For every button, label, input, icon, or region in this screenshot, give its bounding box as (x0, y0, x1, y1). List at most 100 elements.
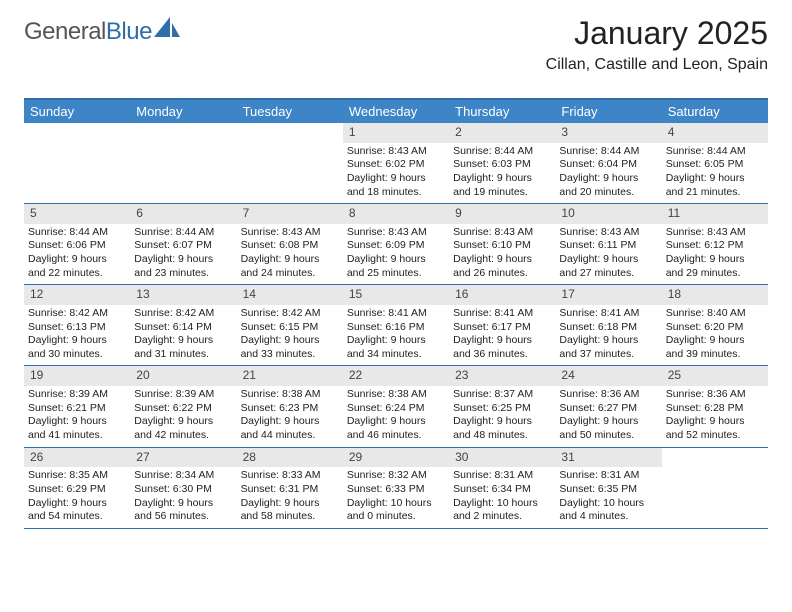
sunrise-text: Sunrise: 8:43 AM (241, 226, 339, 240)
sunset-text: Sunset: 6:11 PM (559, 239, 657, 253)
calendar-cell: 6 Sunrise: 8:44 AMSunset: 6:07 PMDaylight… (130, 204, 236, 284)
day-number: 5 (24, 204, 130, 224)
calendar-cell (130, 123, 236, 203)
day-number: 13 (130, 285, 236, 305)
day-details: Sunrise: 8:42 AMSunset: 6:13 PMDaylight:… (24, 305, 130, 366)
sunrise-text: Sunrise: 8:33 AM (241, 469, 339, 483)
sunrise-text: Sunrise: 8:36 AM (666, 388, 764, 402)
sunset-text: Sunset: 6:07 PM (134, 239, 232, 253)
day-details: Sunrise: 8:38 AMSunset: 6:23 PMDaylight:… (237, 386, 343, 447)
sunrise-text: Sunrise: 8:43 AM (453, 226, 551, 240)
day-header-cell: Monday (130, 100, 236, 123)
day-header-cell: Tuesday (237, 100, 343, 123)
header: GeneralBlue January 2025 Cillan, Castill… (0, 0, 792, 90)
location-text: Cillan, Castille and Leon, Spain (24, 56, 768, 74)
sunrise-text: Sunrise: 8:37 AM (453, 388, 551, 402)
day-details: Sunrise: 8:44 AMSunset: 6:04 PMDaylight:… (555, 143, 661, 204)
sunrise-text: Sunrise: 8:44 AM (666, 145, 764, 159)
sunrise-text: Sunrise: 8:39 AM (134, 388, 232, 402)
sunset-text: Sunset: 6:25 PM (453, 402, 551, 416)
calendar-cell: 22Sunrise: 8:38 AMSunset: 6:24 PMDayligh… (343, 366, 449, 446)
day-details: Sunrise: 8:42 AMSunset: 6:15 PMDaylight:… (237, 305, 343, 366)
sunrise-text: Sunrise: 8:34 AM (134, 469, 232, 483)
sunrise-text: Sunrise: 8:38 AM (347, 388, 445, 402)
sunset-text: Sunset: 6:30 PM (134, 483, 232, 497)
sunrise-text: Sunrise: 8:43 AM (347, 226, 445, 240)
calendar-cell: 14Sunrise: 8:42 AMSunset: 6:15 PMDayligh… (237, 285, 343, 365)
day-details: Sunrise: 8:41 AMSunset: 6:17 PMDaylight:… (449, 305, 555, 366)
sunrise-text: Sunrise: 8:43 AM (347, 145, 445, 159)
sunset-text: Sunset: 6:02 PM (347, 158, 445, 172)
logo-word-2: Blue (106, 18, 152, 45)
day-number: 29 (343, 448, 449, 468)
sunset-text: Sunset: 6:06 PM (28, 239, 126, 253)
logo-text: GeneralBlue (24, 18, 152, 46)
logo-sail-icon (154, 17, 180, 44)
day-header-cell: Wednesday (343, 100, 449, 123)
sunset-text: Sunset: 6:17 PM (453, 321, 551, 335)
calendar-cell: 10Sunrise: 8:43 AMSunset: 6:11 PMDayligh… (555, 204, 661, 284)
calendar-cell: 27Sunrise: 8:34 AMSunset: 6:30 PMDayligh… (130, 448, 236, 528)
sunset-text: Sunset: 6:27 PM (559, 402, 657, 416)
day-number: 26 (24, 448, 130, 468)
sunrise-text: Sunrise: 8:38 AM (241, 388, 339, 402)
calendar-cell (237, 123, 343, 203)
day-details: Sunrise: 8:40 AMSunset: 6:20 PMDaylight:… (662, 305, 768, 366)
sunrise-text: Sunrise: 8:41 AM (453, 307, 551, 321)
sunset-text: Sunset: 6:29 PM (28, 483, 126, 497)
day-number: 15 (343, 285, 449, 305)
day-number: 11 (662, 204, 768, 224)
day-details: Sunrise: 8:36 AMSunset: 6:28 PMDaylight:… (662, 386, 768, 447)
sunrise-text: Sunrise: 8:39 AM (28, 388, 126, 402)
calendar-cell: 13Sunrise: 8:42 AMSunset: 6:14 PMDayligh… (130, 285, 236, 365)
calendar-cell: 8Sunrise: 8:43 AMSunset: 6:09 PMDaylight… (343, 204, 449, 284)
sunset-text: Sunset: 6:21 PM (28, 402, 126, 416)
calendar-cell: 4Sunrise: 8:44 AMSunset: 6:05 PMDaylight… (662, 123, 768, 203)
daylight-text: Daylight: 9 hours and 52 minutes. (666, 415, 764, 442)
daylight-text: Daylight: 9 hours and 39 minutes. (666, 334, 764, 361)
day-number: 8 (343, 204, 449, 224)
sunset-text: Sunset: 6:18 PM (559, 321, 657, 335)
daylight-text: Daylight: 9 hours and 23 minutes. (134, 253, 232, 280)
sunrise-text: Sunrise: 8:31 AM (453, 469, 551, 483)
day-details: Sunrise: 8:43 AMSunset: 6:08 PMDaylight:… (237, 224, 343, 285)
sunrise-text: Sunrise: 8:35 AM (28, 469, 126, 483)
calendar: SundayMondayTuesdayWednesdayThursdayFrid… (24, 98, 768, 529)
day-number: 17 (555, 285, 661, 305)
day-header-cell: Saturday (662, 100, 768, 123)
sunrise-text: Sunrise: 8:44 AM (28, 226, 126, 240)
sunset-text: Sunset: 6:16 PM (347, 321, 445, 335)
calendar-cell: 19Sunrise: 8:39 AMSunset: 6:21 PMDayligh… (24, 366, 130, 446)
daylight-text: Daylight: 9 hours and 33 minutes. (241, 334, 339, 361)
day-number: 6 (130, 204, 236, 224)
day-number: 21 (237, 366, 343, 386)
logo: GeneralBlue (24, 18, 180, 46)
calendar-cell: 30Sunrise: 8:31 AMSunset: 6:34 PMDayligh… (449, 448, 555, 528)
sunrise-text: Sunrise: 8:44 AM (559, 145, 657, 159)
sunset-text: Sunset: 6:13 PM (28, 321, 126, 335)
day-number: 22 (343, 366, 449, 386)
sunset-text: Sunset: 6:05 PM (666, 158, 764, 172)
sunrise-text: Sunrise: 8:44 AM (134, 226, 232, 240)
calendar-cell: 12Sunrise: 8:42 AMSunset: 6:13 PMDayligh… (24, 285, 130, 365)
day-number: 7 (237, 204, 343, 224)
calendar-cell: 18Sunrise: 8:40 AMSunset: 6:20 PMDayligh… (662, 285, 768, 365)
day-number: 1 (343, 123, 449, 143)
daylight-text: Daylight: 9 hours and 41 minutes. (28, 415, 126, 442)
day-details: Sunrise: 8:34 AMSunset: 6:30 PMDaylight:… (130, 467, 236, 528)
sunrise-text: Sunrise: 8:43 AM (559, 226, 657, 240)
sunrise-text: Sunrise: 8:42 AM (134, 307, 232, 321)
sunset-text: Sunset: 6:22 PM (134, 402, 232, 416)
calendar-week: 12Sunrise: 8:42 AMSunset: 6:13 PMDayligh… (24, 285, 768, 366)
daylight-text: Daylight: 9 hours and 31 minutes. (134, 334, 232, 361)
sunset-text: Sunset: 6:24 PM (347, 402, 445, 416)
sunrise-text: Sunrise: 8:36 AM (559, 388, 657, 402)
calendar-cell: 20Sunrise: 8:39 AMSunset: 6:22 PMDayligh… (130, 366, 236, 446)
calendar-cell (662, 448, 768, 528)
daylight-text: Daylight: 9 hours and 25 minutes. (347, 253, 445, 280)
day-number: 27 (130, 448, 236, 468)
sunrise-text: Sunrise: 8:31 AM (559, 469, 657, 483)
day-header-cell: Friday (555, 100, 661, 123)
day-details: Sunrise: 8:41 AMSunset: 6:16 PMDaylight:… (343, 305, 449, 366)
daylight-text: Daylight: 9 hours and 48 minutes. (453, 415, 551, 442)
